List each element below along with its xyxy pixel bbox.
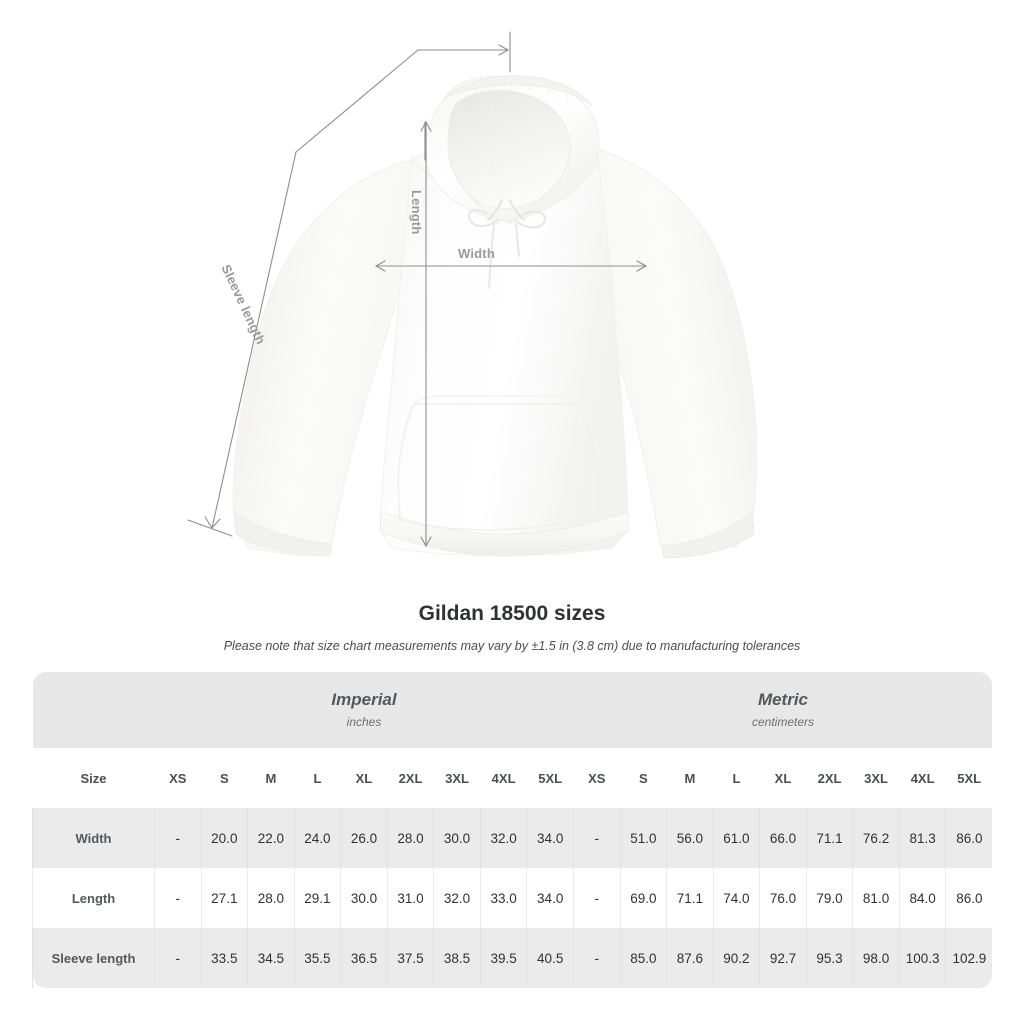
measurement-cell: 51.0 [619,808,667,868]
measurement-cell: - [573,928,621,988]
measurement-cell: 27.1 [200,868,248,928]
measurement-cell: 95.3 [805,928,853,988]
measurement-cell: 36.5 [340,928,388,988]
measurement-cell: 102.9 [945,928,993,988]
measurement-cell: 32.0 [433,868,481,928]
measurement-cell: 66.0 [759,808,807,868]
measurement-row: Width -20.0 22.0 24.0 26.0 28.0 30.0 32.0 34.0-5… [32,808,993,868]
measurement-cell: 22.0 [247,808,295,868]
size-column-header: XL [759,748,807,808]
measurement-cell: 32.0 [479,808,527,868]
measurement-cell: 35.5 [293,928,341,988]
measurement-cell: 76.2 [852,808,900,868]
size-column-header: 4XL [899,748,946,808]
tolerance-note: Please note that size chart measurements… [223,639,801,653]
measurement-cell: - [154,868,202,928]
size-header-label: Size [32,748,155,808]
size-column-header: 5XL [945,748,993,808]
size-column-header: 2XL [806,748,853,808]
unit-system-banner-row: Imperial inches Metric centimeters [32,672,993,748]
measurement-row: Sleeve length -33.5 34.5 35.5 36.5 37.5 38.5 39… [32,928,993,988]
measurement-cell: 86.0 [945,808,993,868]
size-column-header: 3XL [433,748,481,808]
size-column-header: 2XL [387,748,434,808]
measurement-cell: 61.0 [712,808,760,868]
unit-system-name: Imperial [331,690,397,709]
measurement-cell: 84.0 [898,868,946,928]
size-column-header: L [294,748,341,808]
unit-system-header-metric: Metric centimeters [573,672,993,748]
measurement-cell: 26.0 [340,808,388,868]
unit-system-header-imperial: Imperial inches [154,672,574,748]
measurement-cell: 31.0 [386,868,434,928]
measurement-cell: 81.3 [898,808,946,868]
measurement-cell: - [154,928,202,988]
measurement-cell: 71.1 [805,808,853,868]
measurement-row-label: Length [32,868,155,928]
measurement-cell: 71.1 [666,868,714,928]
unit-system-unit: centimeters [751,715,814,729]
size-column-header: M [666,748,714,808]
width-dimension-label: Width [458,246,495,261]
size-column-header: L [713,748,760,808]
size-column-header: 5XL [526,748,574,808]
measurement-cell: 33.0 [479,868,527,928]
hoodie-illustration [187,31,758,559]
size-column-header: 4XL [480,748,527,808]
measurement-cell: 34.0 [526,868,574,928]
measurement-cell: 34.5 [247,928,295,988]
size-column-header: 3XL [852,748,900,808]
measurement-cell: 39.5 [479,928,527,988]
size-chart-table: Imperial inches Metric centimeters Size XS S M L… [32,672,993,988]
measurement-cell: 86.0 [945,868,993,928]
measurement-cell: 37.5 [386,928,434,988]
hoodie-garment [232,75,758,559]
measurement-cell: 28.0 [247,868,295,928]
measurement-cell: - [573,808,621,868]
size-column-header: S [620,748,667,808]
measurement-row-label: Width [32,808,155,868]
size-column-header: XL [340,748,388,808]
title-block: Gildan 18500 sizes Please note that size… [0,600,1024,654]
size-column-header: M [247,748,295,808]
measurement-cell: 24.0 [293,808,341,868]
measurement-cell: 33.5 [200,928,248,988]
measurement-cell: 79.0 [805,868,853,928]
measurement-cell: 87.6 [666,928,714,988]
measurement-cell: - [573,868,621,928]
measurement-cell: 92.7 [759,928,807,988]
measurement-row-label: Sleeve length [32,928,155,988]
length-dimension-label: Length [409,190,424,235]
measurement-cell: 30.0 [433,808,481,868]
measurement-cell: 69.0 [619,868,667,928]
measurement-cell: 100.3 [898,928,946,988]
measurement-cell: 30.0 [340,868,388,928]
measurement-cell: 29.1 [293,868,341,928]
measurement-cell: 38.5 [433,928,481,988]
banner-spacer-cell [32,672,155,748]
measurement-row: Length -27.1 28.0 29.1 30.0 31.0 32.0 33.0 34.0-… [32,868,993,928]
measurement-cell: 20.0 [200,808,248,868]
measurement-cell: 34.0 [526,808,574,868]
size-chart-table-wrap: Imperial inches Metric centimeters Size XS S M L… [32,672,993,988]
unit-system-unit: inches [346,715,382,729]
dimension-lines [187,31,648,548]
measurement-cell: 85.0 [619,928,667,988]
measurement-cell: 76.0 [759,868,807,928]
measurement-cell: 81.0 [852,868,900,928]
size-column-header: S [201,748,248,808]
measurement-cell: 56.0 [666,808,714,868]
size-header-row: Size XS S M L XL 2XL 3XL 4XL 5XL XS S M L XL 2XL 3XL 4XL 5… [32,748,993,808]
measurement-cell: 90.2 [712,928,760,988]
size-column-header: XS [573,748,621,808]
measurement-cell: 98.0 [852,928,900,988]
page-title: Gildan 18500 sizes [418,602,606,625]
unit-system-name: Metric [757,690,809,709]
measurement-cell: - [154,808,202,868]
hoodie-diagram: Width Length Sleeve length [187,31,758,559]
measurement-cell: 28.0 [386,808,434,868]
measurement-cell: 40.5 [526,928,574,988]
size-column-header: XS [154,748,202,808]
measurement-cell: 74.0 [712,868,760,928]
